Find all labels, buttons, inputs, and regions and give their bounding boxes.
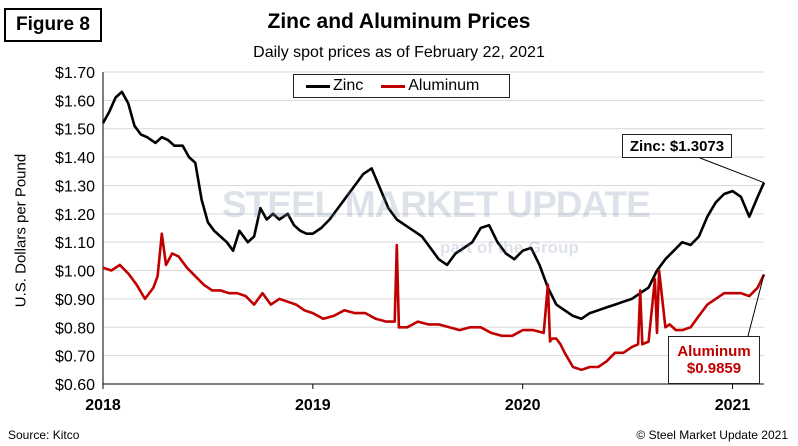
x-tick-label: 2020	[505, 397, 541, 414]
y-tick-label: $1.10	[55, 235, 95, 252]
chart-title: Zinc and Aluminum Prices	[267, 10, 531, 33]
x-tick-label: 2018	[85, 397, 121, 414]
y-tick-label: $0.80	[55, 320, 95, 337]
y-tick-label: $1.40	[55, 150, 95, 167]
y-axis-label: U.S. Dollars per Pound	[12, 153, 30, 308]
y-tick-label: $1.30	[55, 178, 95, 195]
y-tick-label: $1.70	[55, 65, 95, 82]
x-tick-label: 2021	[715, 397, 751, 414]
y-tick-label: $1.50	[55, 122, 95, 139]
legend-label-aluminum: Aluminum	[408, 77, 480, 94]
legend-item-zinc: Zinc	[306, 77, 363, 95]
y-tick-label: $1.60	[55, 93, 95, 110]
y-tick-label: $1.20	[55, 207, 95, 224]
series-line-zinc	[101, 90, 766, 321]
legend: Zinc Aluminum	[293, 74, 510, 98]
legend-swatch-zinc	[306, 84, 330, 88]
chart-subtitle: Daily spot prices as of February 22, 202…	[253, 44, 545, 61]
figure-label: Figure 8	[4, 8, 102, 42]
aluminum-annotation-name: Aluminum	[677, 343, 751, 360]
legend-item-aluminum: Aluminum	[381, 77, 479, 95]
series-line-aluminum	[102, 232, 766, 372]
legend-swatch-aluminum	[381, 84, 406, 88]
zinc-annotation: Zinc: $1.3073	[622, 134, 732, 158]
zinc-leader-line	[699, 157, 765, 184]
source-note: Source: Kitco	[8, 428, 80, 442]
y-tick-label: $1.00	[55, 264, 95, 281]
aluminum-leader-line	[747, 274, 765, 337]
y-tick-label: $0.90	[55, 292, 95, 309]
y-tick-label: $0.60	[55, 377, 95, 394]
aluminum-annotation-value: $0.9859	[686, 360, 742, 377]
aluminum-annotation: Aluminum $0.9859	[668, 336, 760, 384]
legend-label-zinc: Zinc	[333, 77, 364, 94]
x-tick-label: 2019	[295, 397, 331, 414]
copyright-note: © Steel Market Update 2021	[636, 428, 788, 442]
y-tick-label: $0.70	[55, 349, 95, 366]
